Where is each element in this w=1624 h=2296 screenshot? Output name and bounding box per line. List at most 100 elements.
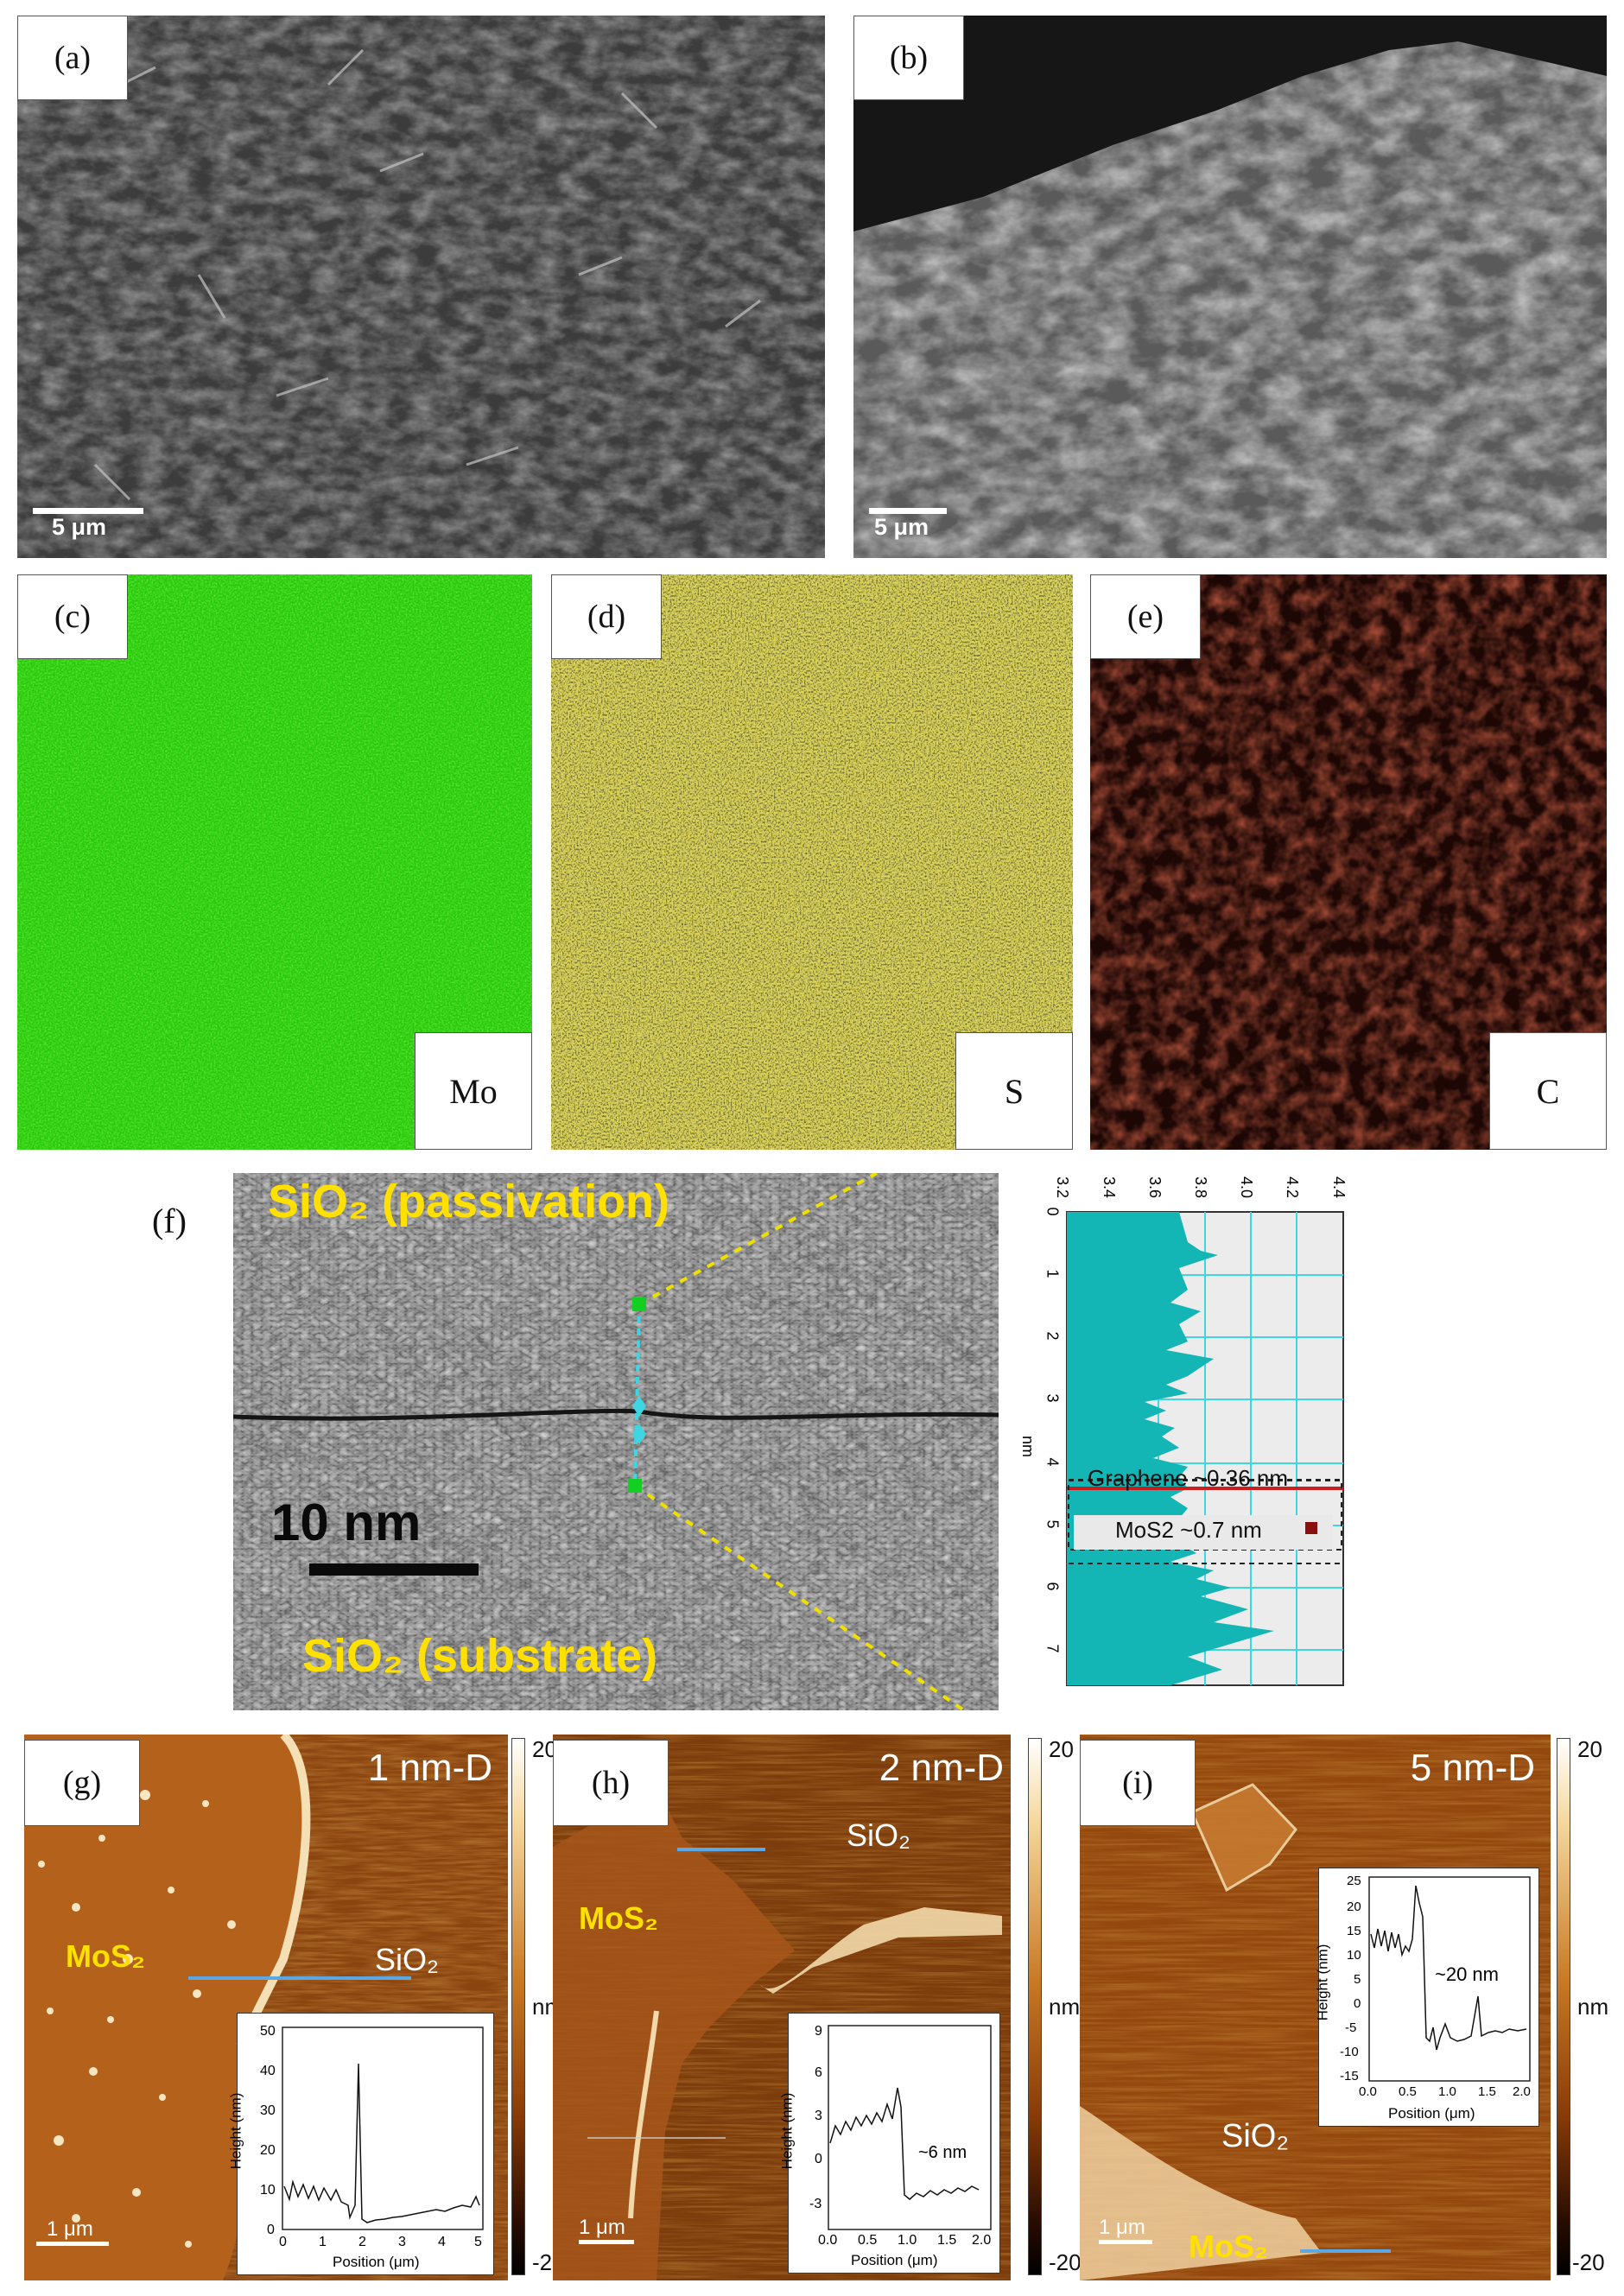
inset-annotation: ~20 nm [1435,1963,1499,1985]
tick-label: 0 [1354,1996,1361,2011]
profile-unit: nm [1019,1435,1037,1458]
scale-bar-line [579,2240,634,2244]
afm-title-g: 1 nm-D [367,1747,492,1789]
panel-label-i: (i) [1080,1740,1196,1826]
tick-label: 20 [260,2143,276,2158]
tick-label: 1.5 [937,2233,957,2248]
panel-label-g: (g) [24,1740,140,1826]
tick-label: 4 [1044,1457,1062,1467]
colorbar-min: -20 [1572,2249,1605,2275]
colorbar-gradient [511,1738,525,2275]
tick-label: 2.0 [972,2233,992,2248]
tick-label: 1 [319,2235,327,2249]
tick-label: 0.5 [1399,2084,1417,2099]
tick-label: 3.2 [1054,1176,1072,1199]
mos2-label-i: MoS₂ [1189,2229,1268,2264]
panel-d-s-map: (d) S [551,574,1073,1150]
scale-bar-label: 1 μm [1099,2216,1145,2239]
panel-label-c: (c) [17,574,128,659]
scale-bar-line [36,2242,109,2246]
tick-label: 3.8 [1192,1176,1210,1199]
inset-svg-g [282,2026,484,2230]
panel-b-sem: (b) 5 μm [853,16,1607,558]
tick-label: 4.0 [1238,1176,1256,1199]
mos2-label-h: MoS₂ [579,1900,658,1936]
colorbar-unit: nm [1577,1994,1609,2020]
height-profile-line [829,2087,980,2200]
colorbar-max: 20 [1577,1736,1602,1762]
mos2-thickness-label: MoS2 ~0.7 nm [1115,1517,1262,1543]
height-profile-line [1370,1885,1527,2051]
colorbar-g: 20 nm -20 [511,1736,565,2275]
tick-label: 4.2 [1284,1176,1302,1199]
tick-label: -10 [1340,2045,1359,2059]
tick-label: 0.0 [818,2233,838,2248]
tick-label: 50 [260,2024,276,2039]
tick-label: 15 [1347,1924,1361,1938]
afm-title-h: 2 nm-D [879,1747,1004,1789]
tick-label: 1.0 [1438,2084,1456,2099]
tick-label: 3 [398,2235,406,2249]
eds-map-s [551,574,1073,1150]
element-label-s: S [955,1032,1073,1150]
inset-ylabel: Height (nm) [778,2092,796,2170]
colorbar-gradient [1557,1738,1570,2275]
sio2-label-h: SiO₂ [847,1817,910,1853]
inset-svg-h [828,2025,992,2230]
colorbar-gradient [1028,1738,1042,2275]
tick-label: 3.6 [1146,1176,1164,1199]
tick-label: 1.5 [1478,2084,1496,2099]
tick-label: 5 [1044,1519,1062,1529]
scale-bar-h: 1 μm [579,2216,634,2244]
profile-fill [1067,1212,1274,1685]
colorbar-h: 20 nm -20 [1028,1736,1082,2275]
graphene-thickness-label: Graphene ~0.36 nm [1088,1465,1288,1491]
tick-label: 1 [1044,1269,1062,1278]
tick-label: 3 [815,2109,822,2123]
tick-label: 1.0 [898,2233,917,2248]
inset-plot-i: Height (nm) Position (μm) ~20 nm -15 -10… [1314,1868,1539,2127]
panel-label-a: (a) [17,16,128,100]
tick-label: 20 [1347,1900,1361,1914]
inset-plot-g: Height (nm) Position (μm) 0 10 20 30 40 … [227,2013,494,2275]
tick-label: 7 [1044,1644,1062,1653]
panel-f-tem: SiO₂ (passivation) SiO₂ (substrate) 10 n… [233,1173,999,1710]
inset-ylabel: Height (nm) [1314,1944,1331,2021]
colorbar-min: -20 [1049,2249,1082,2275]
tick-label: 3.4 [1101,1176,1119,1199]
panel-e-c-map: (e) C [1090,574,1607,1150]
colorbar-unit: nm [1049,1994,1081,2020]
panel-f-profile: 3.2 3.4 3.6 3.8 4.0 4.2 4.4 0 1 2 3 4 5 … [1015,1173,1412,1710]
tick-label: 2.0 [1513,2084,1531,2099]
panel-g-afm: (g) 1 nm-D MoS₂ SiO₂ 1 μm Height (nm) Po… [24,1735,508,2280]
scale-bar-line [1099,2240,1152,2244]
element-label-mo: Mo [415,1032,532,1150]
scale-bar-b: 5 μm [869,508,947,541]
profile-plot [1066,1211,1344,1686]
sem-image-b [853,16,1607,558]
scale-bar-g: 1 μm [36,2217,109,2246]
tick-label: -5 [1345,2020,1357,2035]
tick-label: 6 [815,2065,822,2080]
tick-label: 6 [1044,1582,1062,1591]
tick-label: 10 [260,2183,276,2198]
colorbar-max: 20 [1049,1736,1074,1762]
tick-label: 5 [474,2235,482,2249]
tick-label: 10 [1347,1948,1361,1963]
scale-bar-label: 5 μm [52,514,107,540]
inset-xlabel: Position (μm) [333,2254,420,2270]
scale-bar-a: 5 μm [33,508,143,541]
colorbar-i: 20 nm -20 [1557,1736,1609,2275]
inset-xlabel: Position (μm) [1388,2105,1475,2122]
scale-bar-line [869,508,947,514]
tick-label: 25 [1347,1874,1361,1888]
tick-label: 30 [260,2103,276,2118]
tick-label: 5 [1354,1972,1361,1987]
tick-label: 40 [260,2064,276,2078]
label-sio2-passivation: SiO₂ (passivation) [268,1176,670,1227]
panel-label-h: (h) [553,1740,669,1826]
panel-c-mo-map: (c) Mo [17,574,532,1150]
tick-label: 0 [267,2223,275,2237]
height-profile-line [283,2063,480,2223]
sem-image-a [17,16,825,558]
